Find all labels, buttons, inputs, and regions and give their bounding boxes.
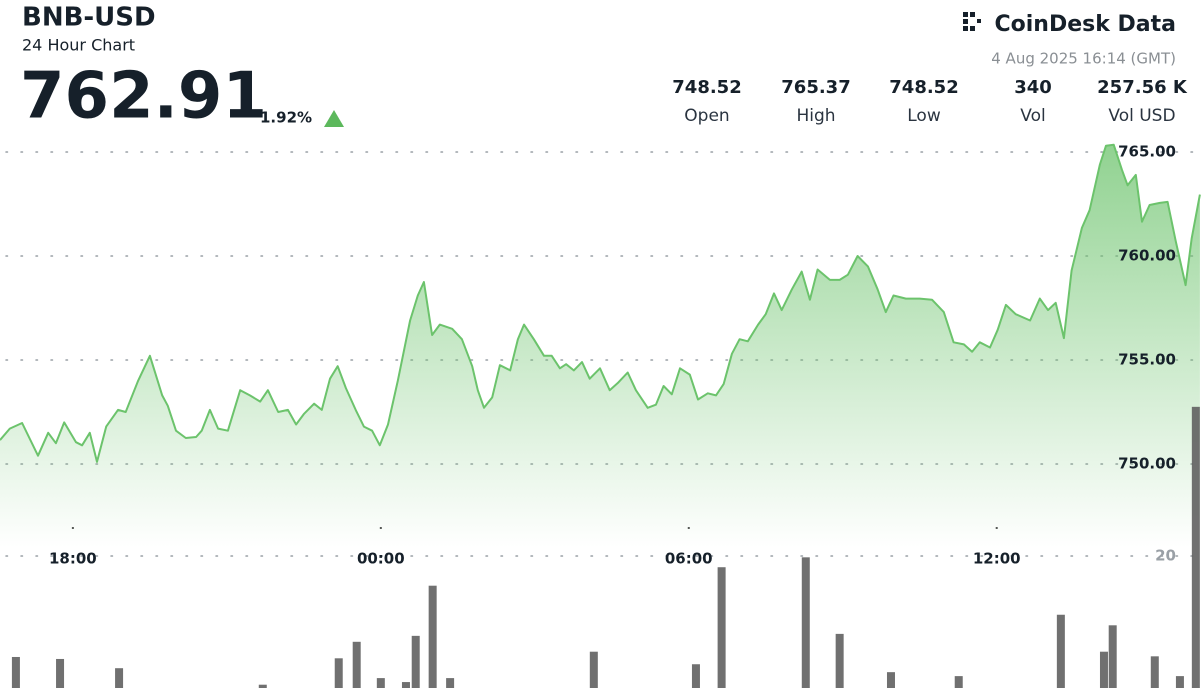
- volume-bar: [1099, 651, 1108, 688]
- y-tick-label: 760.00: [1118, 246, 1176, 264]
- area-fill: [0, 144, 1200, 548]
- x-tick-label: 06:00: [665, 550, 713, 568]
- volume-bar: [258, 684, 267, 688]
- stat-label: Vol USD: [1108, 106, 1175, 126]
- x-tick-label: 12:00: [973, 550, 1021, 568]
- change: 1.92%: [260, 109, 312, 127]
- volume-bar: [1191, 406, 1200, 688]
- stat-value: 748.52: [889, 77, 958, 98]
- volume-bar: [401, 682, 410, 688]
- volume-bar: [56, 658, 65, 688]
- volume-bar: [835, 633, 844, 688]
- y-tick-label: 755.00: [1118, 350, 1176, 368]
- volume-bar: [801, 557, 810, 688]
- volume-bar: [352, 641, 361, 688]
- volume-bar: [376, 678, 385, 688]
- subtitle: 24 Hour Chart: [22, 36, 135, 55]
- y-tick-label: 765.00: [1118, 142, 1176, 160]
- price: 762.91: [20, 60, 267, 134]
- volume-bar: [11, 656, 20, 688]
- brand: CoinDesk Data: [995, 12, 1177, 37]
- volume-bar: [1056, 614, 1065, 688]
- stats: 748.52 Open 765.37 High 748.52 Low 340 Vol 257.5…: [672, 77, 1188, 126]
- volume-bar: [691, 664, 700, 688]
- x-tick-label: 18:00: [49, 550, 97, 568]
- symbol: BNB-USD: [22, 3, 156, 33]
- stat-value: 340: [1014, 77, 1052, 98]
- mark-layer: [0, 143, 1201, 688]
- volume-bar: [886, 672, 895, 688]
- volume-bar: [115, 668, 124, 688]
- header: BNB-USD 24 Hour Chart 762.91 1.92% CoinD…: [20, 3, 1176, 134]
- volume-bar: [954, 676, 963, 688]
- stat-value: 765.37: [781, 77, 850, 98]
- label-layer: 750.00 755.00 760.00 765.00 18:00 00:00 06:00 1…: [49, 142, 1176, 567]
- x-tick-label: 00:00: [357, 550, 405, 568]
- volume-bar: [411, 635, 420, 688]
- price-line: [0, 143, 1201, 463]
- stat-label: Low: [907, 106, 941, 126]
- stat-value: 257.56 K: [1097, 77, 1188, 98]
- up-arrow: [324, 110, 344, 127]
- volume-bar: [428, 585, 437, 688]
- stat-value: 748.52: [672, 77, 741, 98]
- stat-label: Open: [684, 106, 729, 126]
- plot: 750.00 755.00 760.00 765.00 18:00 00:00 06:00 1…: [0, 142, 1202, 688]
- volume-bar: [446, 678, 455, 688]
- volume-bar: [334, 658, 343, 688]
- timestamp: 4 Aug 2025 16:14 (GMT): [991, 50, 1176, 68]
- volume-bar: [1108, 625, 1117, 688]
- y-tick-label: 20: [1155, 547, 1176, 565]
- stat-label: Vol: [1020, 106, 1045, 126]
- y-tick-label: 750.00: [1118, 454, 1176, 472]
- volume-bar: [1175, 676, 1184, 688]
- volume-bar: [1150, 656, 1159, 688]
- stat-label: High: [796, 106, 835, 126]
- volume-bar: [589, 651, 598, 688]
- brand-logo: [963, 12, 981, 31]
- volume-bar: [717, 567, 726, 688]
